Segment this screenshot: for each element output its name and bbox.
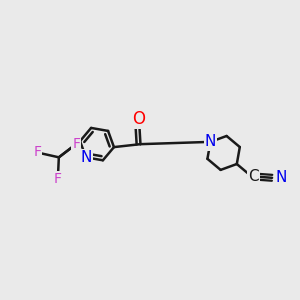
Text: F: F [33,146,41,160]
Text: C: C [248,169,259,184]
Text: F: F [72,137,80,151]
Text: N: N [80,150,92,165]
Text: N: N [205,134,216,149]
Text: N: N [275,170,286,185]
Text: F: F [54,172,62,186]
Text: O: O [133,110,146,128]
